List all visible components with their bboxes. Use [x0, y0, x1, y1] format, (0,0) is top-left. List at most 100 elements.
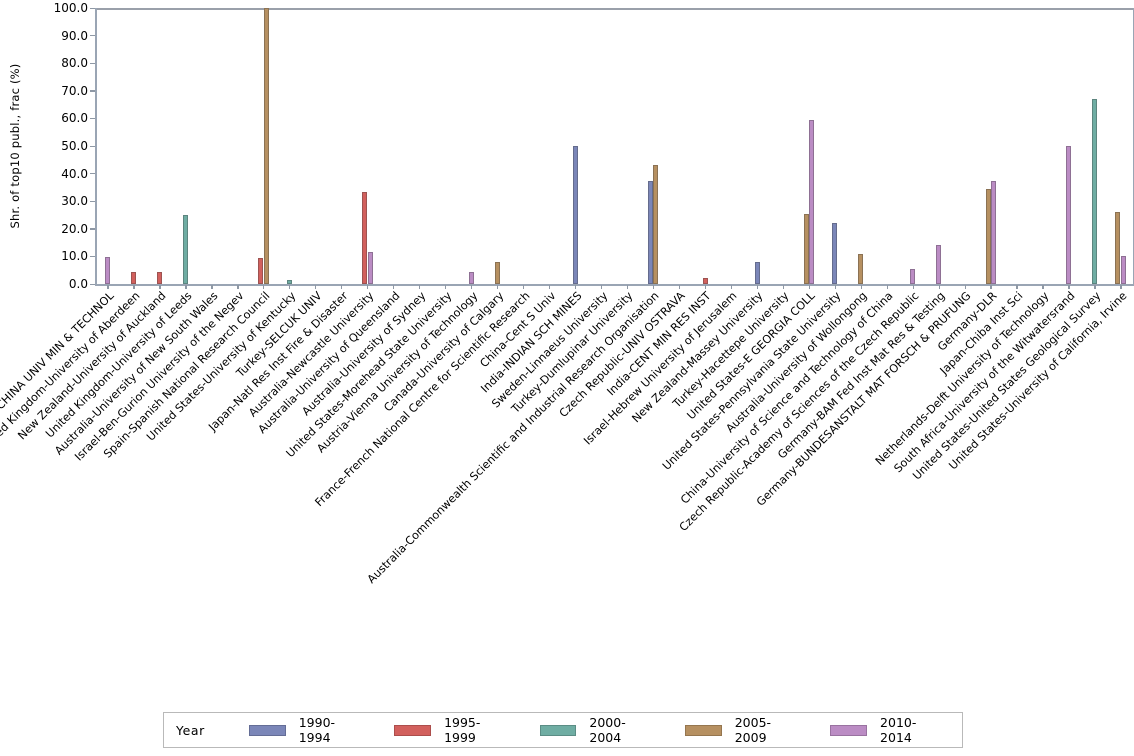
- x-tick-mark: [600, 285, 603, 289]
- x-tick-mark: [808, 285, 810, 289]
- bar: [263, 8, 269, 284]
- y-tick-label: 10.0: [61, 249, 88, 264]
- y-tick-label: 90.0: [61, 28, 88, 43]
- bar: [702, 278, 708, 284]
- legend-entry[interactable]: 2000-2004: [539, 715, 639, 745]
- legend-entry[interactable]: 1995-1999: [394, 715, 493, 745]
- bar: [985, 188, 991, 284]
- legend-label: 2000-2004: [589, 715, 626, 745]
- x-tick-mark: [860, 285, 862, 289]
- x-tick-mark: [756, 285, 758, 289]
- bar: [1092, 99, 1098, 284]
- x-tick-mark: [626, 285, 629, 289]
- legend-swatch: [684, 724, 722, 736]
- x-tick-mark: [886, 285, 888, 289]
- y-tick-label: 100.0: [53, 1, 88, 15]
- x-tick-mark: [678, 285, 681, 289]
- x-tick-mark: [367, 285, 369, 289]
- legend-swatch: [539, 724, 577, 736]
- x-tick-mark: [1094, 285, 1096, 289]
- x-tick-mark: [237, 285, 239, 289]
- bar: [494, 262, 500, 284]
- legend-title: Year: [176, 722, 205, 738]
- x-tick-mark: [522, 285, 525, 289]
- bar: [183, 215, 189, 284]
- legend-swatch: [394, 724, 432, 736]
- bar: [157, 272, 163, 284]
- x-tick-mark: [548, 285, 551, 289]
- x-tick-mark: [938, 285, 940, 289]
- x-tick-mark: [419, 285, 421, 289]
- y-tick-mark: [90, 145, 95, 147]
- y-tick-mark: [90, 90, 95, 92]
- plot-top-border: [95, 8, 1134, 10]
- y-tick-label: 30.0: [61, 194, 88, 209]
- x-tick-mark: [470, 285, 473, 289]
- legend-entry[interactable]: 1990-1994: [248, 715, 348, 745]
- y-tick-mark: [90, 255, 95, 258]
- x-tick-mark: [652, 285, 655, 289]
- x-tick-mark: [1068, 285, 1070, 289]
- legend-entry[interactable]: 2010-2014: [830, 715, 929, 745]
- x-tick-mark: [574, 285, 577, 289]
- bar: [468, 272, 474, 284]
- plot-area: [95, 8, 1134, 289]
- bar: [647, 180, 653, 284]
- y-tick-label: 60.0: [61, 111, 88, 126]
- y-tick-label: 80.0: [61, 56, 88, 71]
- bar: [754, 261, 760, 284]
- x-tick-mark: [496, 285, 499, 289]
- bar: [572, 146, 578, 284]
- bar: [910, 268, 916, 284]
- x-tick-mark: [834, 285, 836, 289]
- bar: [362, 191, 368, 284]
- bar: [936, 245, 942, 284]
- x-tick-mark: [393, 285, 395, 289]
- x-tick-mark: [964, 285, 966, 289]
- legend-entries: 1990-1994 1995-1999 2000-2004 2005-2009 2010…: [248, 715, 976, 745]
- legend-entry[interactable]: 2005-2009: [684, 715, 784, 745]
- y-tick-label: 50.0: [61, 139, 88, 153]
- y-tick-mark: [90, 35, 95, 37]
- legend-label: 2005-2009: [734, 715, 772, 745]
- x-tick-mark: [133, 285, 135, 289]
- y-tick-label: 0.0: [68, 277, 88, 291]
- x-tick-mark: [185, 285, 187, 289]
- y-tick-mark: [90, 7, 95, 9]
- x-tick-mark: [782, 285, 784, 289]
- plot-right-border: [1132, 8, 1134, 284]
- y-tick-mark: [90, 173, 95, 175]
- x-tick-mark: [445, 285, 447, 289]
- legend-label: 2010-2014: [880, 715, 917, 745]
- bar: [287, 279, 292, 284]
- bar: [1115, 212, 1121, 284]
- bar: [653, 165, 659, 284]
- bar: [105, 256, 111, 284]
- bar: [858, 253, 864, 284]
- y-tick-label: 20.0: [61, 221, 88, 236]
- bar: [131, 271, 137, 284]
- legend: Year 1990-1994 1995-1999 2000-2004 2005-200…: [163, 712, 963, 748]
- y-tick-mark: [90, 283, 95, 285]
- legend-label: 1995-1999: [444, 715, 481, 745]
- x-tick-mark: [1042, 285, 1044, 289]
- x-tick-mark: [990, 285, 992, 289]
- y-axis-label: Shr. of top10 publ., frac (%): [8, 63, 22, 229]
- x-tick-mark: [1120, 285, 1122, 289]
- y-tick-mark: [90, 62, 95, 64]
- x-tick-mark: [289, 285, 291, 289]
- x-tick-mark: [315, 285, 317, 289]
- x-tick-mark: [341, 285, 343, 289]
- bar: [1121, 256, 1126, 284]
- x-tick-mark: [107, 285, 109, 289]
- legend-swatch: [248, 724, 286, 736]
- y-tick-label: 40.0: [61, 166, 88, 181]
- x-tick-mark: [704, 285, 707, 289]
- x-tick-mark: [1016, 285, 1018, 289]
- x-axis-line: [95, 284, 1134, 286]
- bar: [803, 213, 809, 284]
- x-tick-mark: [730, 285, 733, 289]
- x-tick-mark: [211, 285, 213, 289]
- y-tick-mark: [90, 228, 95, 230]
